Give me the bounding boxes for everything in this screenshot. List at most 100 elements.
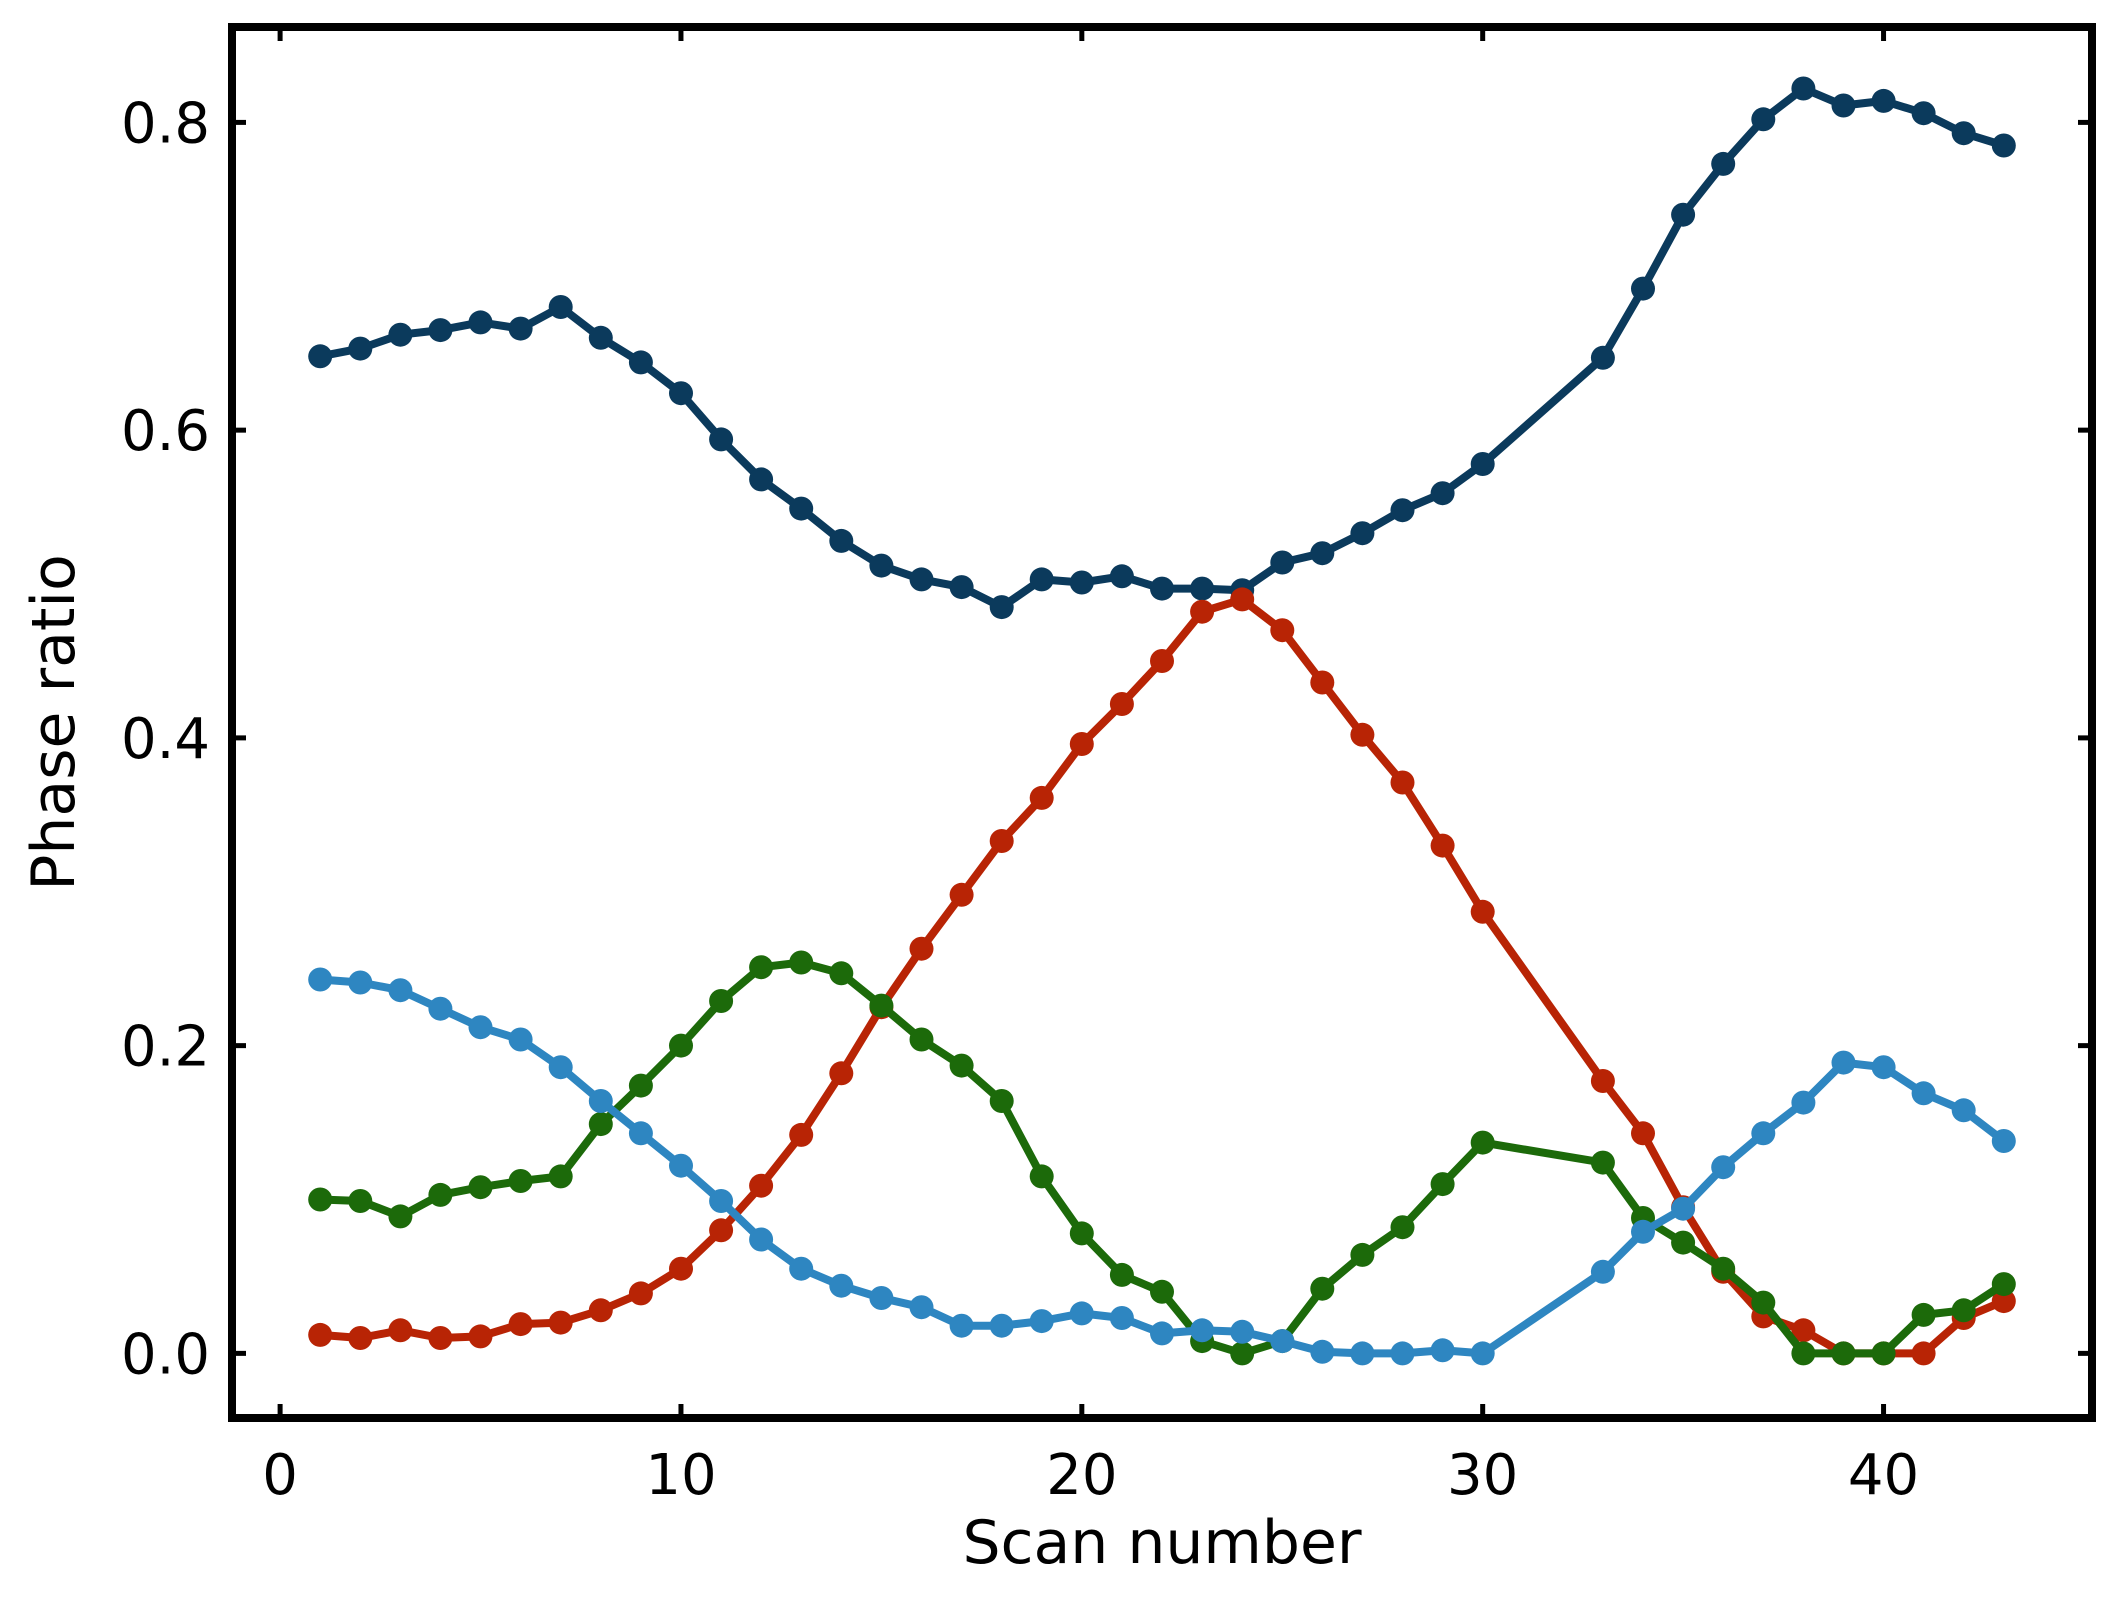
series-4-point: [1911, 1081, 1936, 1106]
series-2-point: [1029, 785, 1054, 810]
series-4-point: [1791, 1090, 1816, 1115]
series-4-point: [669, 1153, 693, 1178]
x-tick-label: 0: [262, 1443, 298, 1508]
series-1-point: [1871, 88, 1896, 113]
series-4-point: [1470, 1341, 1495, 1366]
series-3-point: [628, 1073, 653, 1098]
series-4-point: [1109, 1306, 1134, 1330]
series-1-point: [588, 325, 613, 350]
series-4-point: [789, 1256, 814, 1281]
series-1-point: [548, 295, 573, 319]
series-3-point: [428, 1182, 453, 1207]
series-3-point: [1991, 1272, 2016, 1297]
series-3-point: [348, 1189, 373, 1213]
series-3-point: [1109, 1262, 1134, 1287]
series-2-point: [1911, 1341, 1936, 1366]
series-3-point: [1871, 1341, 1896, 1366]
plot-frame: [228, 23, 2096, 1422]
series-4-point: [1991, 1129, 2016, 1153]
series-2-point: [1470, 899, 1495, 924]
series-3-point: [669, 1033, 693, 1058]
series-3-point: [1310, 1276, 1335, 1301]
series-4-point: [1711, 1155, 1736, 1180]
series-3-point: [388, 1204, 413, 1229]
series-2-point: [1631, 1121, 1655, 1146]
series-3-point: [909, 1027, 934, 1052]
series-2-point: [508, 1312, 533, 1337]
series-2-point: [1270, 618, 1295, 643]
series-2-point: [949, 882, 974, 907]
series-3-point: [1029, 1164, 1054, 1189]
series-4-point: [989, 1313, 1014, 1338]
series-4-point: [1751, 1121, 1776, 1146]
series-1: [308, 76, 2016, 620]
series-4-point: [869, 1286, 894, 1310]
x-axis-title: Scan number: [962, 1508, 1361, 1578]
series-4-point: [1590, 1259, 1615, 1284]
series-1-point: [1631, 276, 1655, 301]
series-3-point: [548, 1164, 573, 1189]
series-4-point: [1951, 1098, 1976, 1123]
series-3-point: [709, 989, 734, 1013]
series-3-point: [1711, 1256, 1736, 1281]
series-3-point: [1791, 1341, 1816, 1366]
series-1-point: [1991, 133, 2016, 158]
series-2-point: [548, 1310, 573, 1335]
series-4-point: [949, 1313, 974, 1338]
series-2-point: [308, 1322, 333, 1347]
series-2-point: [669, 1256, 693, 1281]
tick-labels-layer: 0 10 20 30 40 0.0 0.2 0.4 0.6 0.8: [121, 91, 1919, 1508]
x-tick-label: 40: [1848, 1443, 1919, 1508]
series-2-point: [588, 1298, 613, 1323]
series-2-point: [1230, 587, 1255, 612]
series-4-point: [749, 1227, 774, 1252]
series-4-point: [1390, 1341, 1415, 1366]
series-1-point: [749, 467, 774, 492]
series-2-point: [1190, 599, 1215, 624]
series-4-point: [1069, 1301, 1094, 1326]
series-1-point: [628, 350, 653, 375]
series-1-point: [989, 595, 1014, 620]
series-4-point: [1671, 1196, 1696, 1221]
series-2-point: [829, 1061, 854, 1086]
x-tick-label: 10: [645, 1443, 716, 1508]
series-4-point: [1350, 1341, 1375, 1366]
series-4-point: [1831, 1050, 1856, 1075]
series-2: [308, 587, 2016, 1366]
series-1-point: [1671, 202, 1696, 227]
series-1-point: [1791, 76, 1816, 101]
series-1-point: [428, 318, 453, 343]
series-2-point: [468, 1324, 493, 1349]
series-1-point: [1350, 521, 1375, 546]
series-1-point: [829, 528, 854, 553]
series-3-point: [869, 993, 894, 1018]
series-1-point: [1270, 550, 1295, 575]
series-1-point: [1831, 93, 1856, 118]
series-4-point: [1029, 1309, 1054, 1334]
y-tick-label: 0.2: [121, 1015, 210, 1080]
series-1-point: [709, 427, 734, 452]
series-3-point: [1390, 1215, 1415, 1240]
series-2-point: [1390, 770, 1415, 795]
series-1-point: [1470, 452, 1495, 476]
series-2-point: [1350, 722, 1375, 747]
series-3-point: [749, 955, 774, 980]
series-4-point: [548, 1055, 573, 1080]
series-2-point: [1590, 1069, 1615, 1093]
series-2-point: [1791, 1318, 1816, 1343]
series-3-point: [1911, 1302, 1936, 1327]
series-layer: [308, 76, 2016, 1366]
series-1-point: [869, 553, 894, 578]
series-4-point: [308, 967, 333, 992]
series-4-point: [1631, 1219, 1655, 1244]
series-1-point: [1109, 564, 1134, 589]
series-1-point: [1751, 107, 1776, 132]
series-3-point: [1951, 1298, 1976, 1323]
series-1-point: [468, 310, 493, 335]
series-3-point: [949, 1053, 974, 1078]
series-2-point: [1069, 732, 1094, 756]
ticks-layer: [232, 27, 2092, 1418]
series-2-point: [388, 1318, 413, 1343]
